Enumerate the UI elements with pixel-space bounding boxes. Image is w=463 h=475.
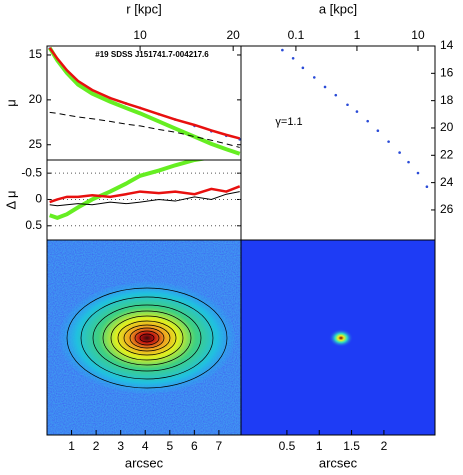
model-image [241,240,435,435]
y-tick-label: 22 [440,147,454,161]
series-line [49,160,208,221]
y-tick-label: 18 [440,93,454,107]
data-point [323,85,327,89]
data-point [407,160,410,164]
x-tick-label: 6 [191,439,198,453]
x-axis-label: r [kpc] [126,1,161,16]
annotation: #19 SDSS J151741.7-004217.6 [95,50,209,59]
x-tick-label: 1.5 [343,439,360,453]
x-tick-label: 0.1 [288,28,305,42]
y-tick-label: 25 [29,137,43,151]
x-tick-label: 2 [93,439,100,453]
x-axis-label: a [kpc] [319,1,357,16]
y-tick-label: 0.5 [25,218,42,232]
data-point [425,185,429,189]
x-tick-label: 20 [226,28,240,42]
y-tick-label: 24 [440,175,454,189]
data-point [334,93,338,97]
panel-frame [240,45,436,241]
x-tick-label: 2 [381,439,388,453]
data-point [387,140,390,143]
y-axis-label: Δ μ [3,190,18,209]
galaxy-light [59,282,235,394]
y-tick-label: 16 [440,65,454,79]
x-tick-label: 1 [68,439,75,453]
x-tick-label: 4 [142,439,149,453]
data-point [291,56,295,60]
y-tick-label: 14 [440,38,454,52]
plot-area [49,160,241,221]
x-tick-label: 1 [316,439,323,453]
plot-area [47,46,241,156]
series-line [48,47,241,140]
y-axis-label: μ [3,99,18,107]
data-point [355,110,359,113]
x-axis-label: arcsec [125,455,164,470]
y-tick-label: -0.5 [21,165,42,179]
y-tick-label: 26 [440,202,454,216]
x-tick-label: 10 [411,28,425,42]
model-core [329,329,353,347]
x-tick-label: 5 [166,439,173,453]
y-tick-label: 0 [35,192,42,206]
data-point [366,119,369,123]
y-tick-label: 20 [29,92,43,106]
data-point [301,66,305,70]
plot-area [281,48,429,189]
data-point [281,48,284,52]
x-tick-label: 3 [117,439,124,453]
data-point [376,129,380,133]
panel-frame [240,239,436,436]
series-line [47,46,241,156]
data-point [416,171,420,175]
data-point [398,151,401,154]
series-line [49,111,240,148]
x-tick-label: 0.5 [279,439,296,453]
x-tick-label: 7 [216,439,223,453]
y-tick-label: 15 [29,47,43,61]
galaxy-image [47,240,241,435]
x-tick-label: 10 [133,28,147,42]
annotation: γ=1.1 [275,116,302,128]
panel-frame [46,159,242,241]
data-point [346,103,349,107]
contours [66,287,228,389]
x-axis-label: arcsec [319,455,358,470]
series-line [49,185,241,204]
y-tick-label: 20 [440,120,454,134]
series-line [49,191,240,207]
data-point [312,76,316,79]
x-tick-label: 1 [354,28,361,42]
